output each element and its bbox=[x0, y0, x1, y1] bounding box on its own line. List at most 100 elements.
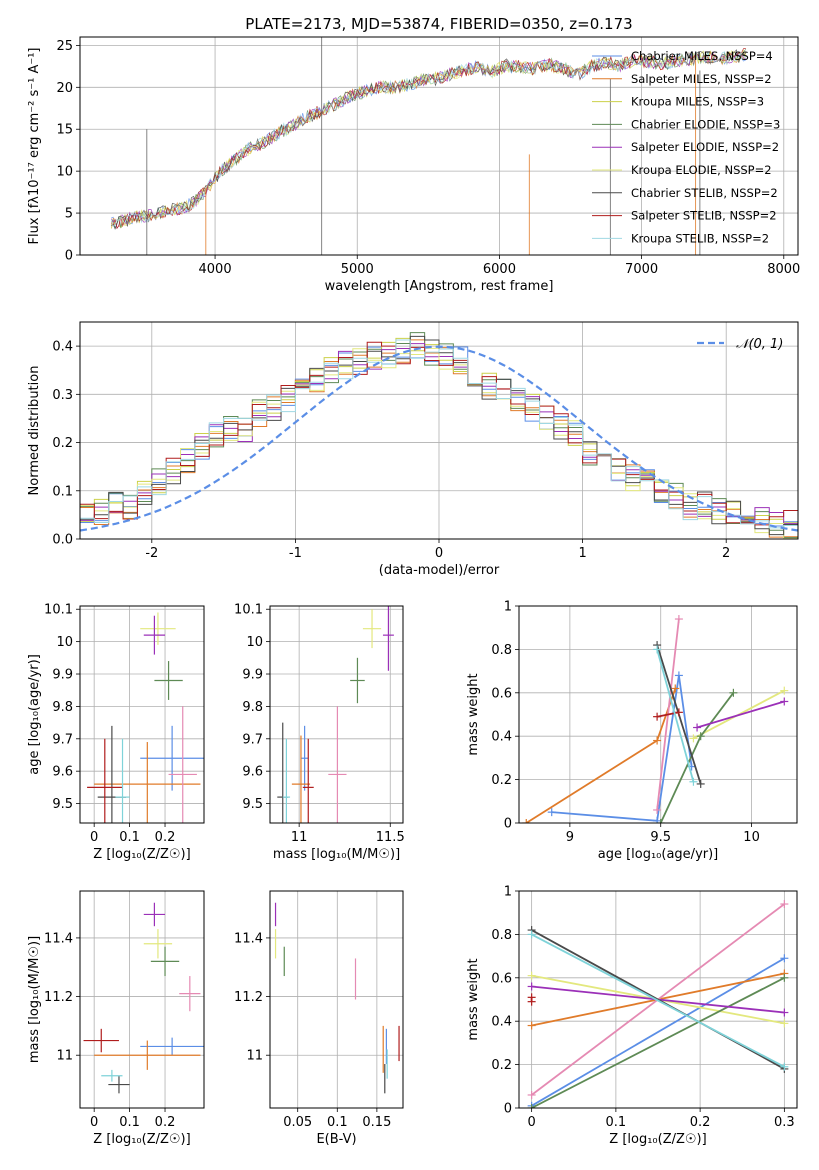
x-tick-label: 10 bbox=[743, 830, 760, 845]
x-tick-label: 8000 bbox=[767, 262, 800, 277]
grid bbox=[270, 606, 403, 823]
x-tick-label: -2 bbox=[145, 546, 158, 561]
y-tick-label: 0 bbox=[504, 1102, 512, 1117]
y-tick-label: 10.1 bbox=[234, 603, 263, 618]
y-tick-label: 10.1 bbox=[44, 603, 73, 618]
axes-frame bbox=[79, 605, 205, 824]
errorbar-point bbox=[291, 735, 311, 823]
x-tick-label: 0 bbox=[90, 1115, 98, 1130]
legend-label: 𝒩(0, 1) bbox=[736, 337, 783, 352]
errorbar-point bbox=[101, 1069, 123, 1082]
panel-spectrum: 4000 5000 6000 7000 8000 0 5 10 15 20 25 wavelength… bbox=[27, 15, 800, 294]
y-tick-label: 25 bbox=[56, 39, 73, 54]
errorbar-point bbox=[168, 706, 197, 823]
errorbar-point bbox=[143, 902, 166, 927]
y-tick-label: 10 bbox=[246, 635, 263, 650]
axes-frame bbox=[518, 890, 798, 1109]
y-tick-label: 1 bbox=[504, 885, 512, 900]
legend-label: Salpeter ELODIE, NSSP=2 bbox=[631, 140, 779, 154]
x-axis-label: age [log₁₀(age/yr)] bbox=[598, 847, 719, 862]
y-tick-label: 0.0 bbox=[52, 533, 73, 548]
weight-marker bbox=[780, 1019, 789, 1028]
y-tick-label: 9.7 bbox=[242, 732, 263, 747]
weight-marker bbox=[674, 708, 683, 717]
x-tick-label: 5000 bbox=[341, 262, 374, 277]
plot-area bbox=[110, 37, 747, 255]
x-tick-label: 0.3 bbox=[774, 1115, 795, 1130]
legend: 𝒩(0, 1) bbox=[697, 337, 783, 352]
plot-area bbox=[522, 615, 789, 823]
weight-line bbox=[531, 976, 785, 1108]
weight-marker bbox=[729, 688, 738, 697]
y-tick-label: 0.3 bbox=[52, 388, 73, 403]
weight-line bbox=[525, 688, 677, 823]
weight-marker bbox=[527, 930, 536, 939]
legend-label: Salpeter STELIB, NSSP=2 bbox=[631, 209, 777, 223]
ticks: 11 11.5 9.5 9.6 9.7 9.8 9.9 10 10.1 bbox=[234, 603, 405, 845]
legend-label: Chabrier MILES, NSSP=4 bbox=[631, 49, 773, 63]
y-tick-label: 9.9 bbox=[52, 668, 73, 683]
x-tick-label: 2 bbox=[722, 546, 730, 561]
plot-area bbox=[277, 606, 394, 823]
x-tick-label: 9 bbox=[566, 830, 574, 845]
y-tick-label: 9.5 bbox=[52, 797, 73, 812]
weight-marker bbox=[674, 671, 683, 680]
weight-line bbox=[659, 692, 735, 823]
y-tick-label: 11.2 bbox=[44, 990, 73, 1005]
panel-weight_vs_age: 9 9.5 10 0 0.2 0.4 0.6 0.8 1 age [log₁₀(age/yr)] m… bbox=[466, 600, 798, 862]
errorbar-point bbox=[83, 1028, 119, 1053]
weight-line bbox=[696, 700, 785, 729]
y-tick-label: 0.6 bbox=[491, 971, 512, 986]
ticks: 9 9.5 10 0 0.2 0.4 0.6 0.8 1 bbox=[491, 600, 760, 846]
ticks: -2 -1 0 1 2 0.0 0.1 0.2 0.3 0.4 bbox=[52, 340, 730, 561]
axes-frame bbox=[269, 605, 404, 824]
weight-line bbox=[531, 933, 785, 1068]
weight-marker bbox=[527, 982, 536, 991]
y-axis-label: Flux [fλ10⁻¹⁷ erg cm⁻² s⁻¹ A⁻¹] bbox=[27, 48, 42, 245]
y-tick-label: 9.7 bbox=[52, 732, 73, 747]
y-tick-label: 11.2 bbox=[234, 990, 263, 1005]
y-tick-label: 0.4 bbox=[491, 1015, 512, 1030]
errorbar-point bbox=[350, 657, 365, 704]
ticks: 0 0.1 0.2 11 11.2 11.4 bbox=[44, 931, 175, 1130]
x-axis-label: (data-model)/error bbox=[379, 563, 500, 578]
weight-marker bbox=[653, 712, 662, 721]
grid bbox=[80, 606, 204, 823]
x-axis-label: Z [log₁₀(Z/Z☉)] bbox=[93, 1132, 190, 1147]
errorbar-point bbox=[140, 725, 204, 791]
panel-residuals: -2 -1 0 1 2 0.0 0.1 0.2 0.3 0.4 (data-model)/error… bbox=[27, 321, 799, 578]
x-tick-label: 0.1 bbox=[606, 1115, 627, 1130]
errorbar-point bbox=[94, 1040, 201, 1070]
plot-area bbox=[80, 332, 798, 539]
y-tick-label: 0.8 bbox=[491, 928, 512, 943]
axes-frame bbox=[518, 605, 798, 824]
ticks: 0 0.1 0.2 0.3 0 0.2 0.4 0.6 0.8 1 bbox=[491, 885, 794, 1131]
weight-marker bbox=[689, 734, 698, 743]
y-tick-label: 0 bbox=[504, 817, 512, 832]
ticks: 4000 5000 6000 7000 8000 0 5 10 15 20 25 bbox=[56, 39, 800, 277]
weight-marker bbox=[780, 1062, 789, 1071]
x-tick-label: 6000 bbox=[483, 262, 516, 277]
panel-mass_vs_ebv: 0.05 0.1 0.15 11 11.2 11.4 E(B-V) bbox=[234, 890, 404, 1147]
x-tick-label: 11 bbox=[291, 830, 308, 845]
x-tick-label: 9.5 bbox=[650, 830, 671, 845]
weight-marker bbox=[527, 1090, 536, 1099]
spectrum-line bbox=[111, 48, 746, 230]
weight-marker bbox=[656, 819, 665, 823]
errorbar-point bbox=[108, 1075, 130, 1094]
errorbar-point bbox=[302, 738, 314, 823]
y-axis-label: mass [log₁₀(M/M☉)] bbox=[27, 936, 42, 1063]
x-tick-label: 11.5 bbox=[376, 830, 405, 845]
errorbar-point bbox=[382, 606, 394, 671]
legend-label: Chabrier ELODIE, NSSP=3 bbox=[631, 117, 780, 131]
y-tick-label: 9.9 bbox=[242, 668, 263, 683]
weight-marker bbox=[674, 615, 683, 624]
y-tick-label: 15 bbox=[56, 123, 73, 138]
weight-line bbox=[551, 675, 693, 822]
panel-age_vs_Z: 0 0.1 0.2 9.5 9.6 9.7 9.8 9.9 10 10.1 Z [log₁₀(Z/Z… bbox=[27, 603, 205, 862]
weight-marker bbox=[527, 1104, 536, 1108]
panel-age_vs_mass: 11 11.5 9.5 9.6 9.7 9.8 9.9 10 10.1 mass [log₁₀(M… bbox=[234, 603, 405, 862]
grid bbox=[80, 891, 204, 1108]
weight-marker bbox=[780, 697, 789, 706]
x-tick-label: 1 bbox=[578, 546, 586, 561]
